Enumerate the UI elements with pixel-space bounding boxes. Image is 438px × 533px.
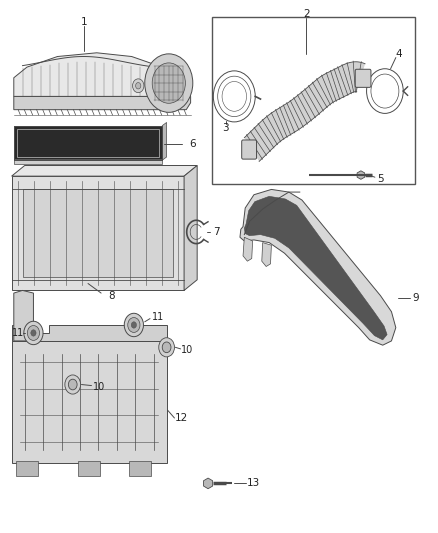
Polygon shape <box>243 237 253 261</box>
Circle shape <box>145 54 193 112</box>
Circle shape <box>136 83 141 89</box>
Bar <box>12 176 184 290</box>
Polygon shape <box>12 325 166 341</box>
Text: 4: 4 <box>396 49 402 59</box>
Bar <box>17 130 159 157</box>
Bar <box>212 17 416 184</box>
FancyBboxPatch shape <box>355 69 371 87</box>
Text: 7: 7 <box>213 227 220 237</box>
Polygon shape <box>14 96 191 110</box>
Bar <box>16 461 38 477</box>
Circle shape <box>131 322 137 328</box>
Circle shape <box>124 313 144 337</box>
Text: 6: 6 <box>190 139 196 149</box>
Polygon shape <box>12 165 197 176</box>
Bar <box>22 189 173 277</box>
Circle shape <box>65 375 81 394</box>
Text: 10: 10 <box>181 345 194 356</box>
Circle shape <box>159 338 174 357</box>
Polygon shape <box>162 123 166 160</box>
FancyBboxPatch shape <box>14 159 162 164</box>
Bar <box>78 461 100 477</box>
Circle shape <box>133 79 144 93</box>
Circle shape <box>31 330 36 336</box>
Text: 1: 1 <box>80 17 87 27</box>
Text: 13: 13 <box>247 479 261 488</box>
Polygon shape <box>204 478 212 489</box>
Polygon shape <box>14 53 173 96</box>
Text: 5: 5 <box>377 174 384 184</box>
Circle shape <box>27 326 39 341</box>
Polygon shape <box>244 196 387 340</box>
FancyBboxPatch shape <box>242 140 257 159</box>
Text: 2: 2 <box>303 9 310 19</box>
Circle shape <box>68 379 77 390</box>
Text: 9: 9 <box>412 293 419 303</box>
Text: 3: 3 <box>222 123 229 133</box>
Text: 11: 11 <box>152 312 164 322</box>
Bar <box>14 126 162 160</box>
FancyBboxPatch shape <box>14 126 162 160</box>
Text: 11: 11 <box>12 328 24 338</box>
Circle shape <box>128 318 140 333</box>
Polygon shape <box>240 189 396 345</box>
Bar <box>130 461 151 477</box>
Polygon shape <box>14 290 33 341</box>
Text: 10: 10 <box>93 382 105 392</box>
Polygon shape <box>184 165 197 290</box>
Text: 12: 12 <box>175 413 188 423</box>
Bar <box>12 341 166 463</box>
Circle shape <box>24 321 43 345</box>
Polygon shape <box>357 171 365 179</box>
Polygon shape <box>244 62 365 161</box>
Text: 8: 8 <box>109 290 115 301</box>
Circle shape <box>152 63 185 103</box>
Polygon shape <box>262 243 272 266</box>
Circle shape <box>162 342 171 353</box>
